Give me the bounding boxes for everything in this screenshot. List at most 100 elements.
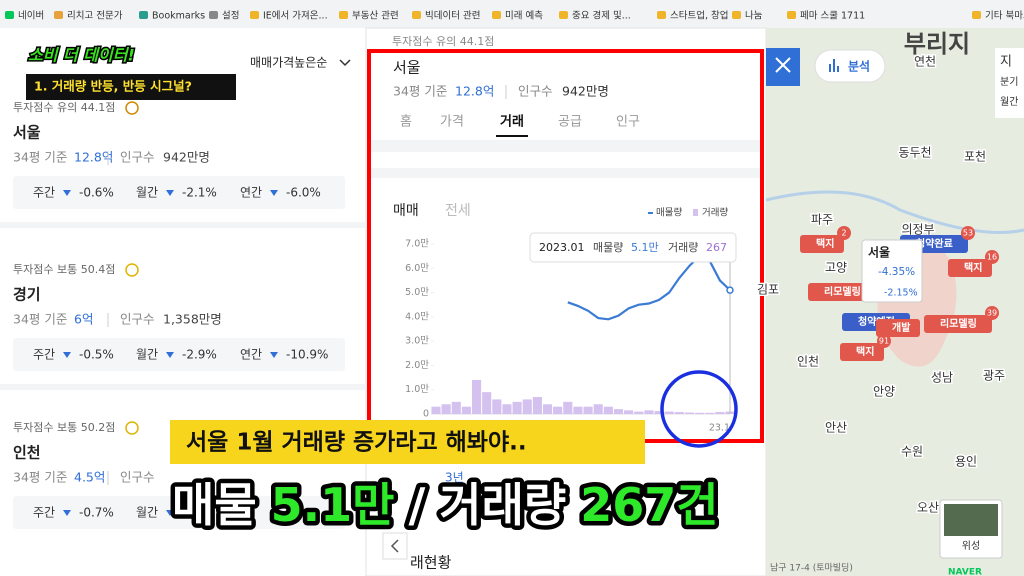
map-marker[interactable] (924, 315, 992, 333)
detail-tab[interactable]: 공급 (558, 115, 582, 130)
bookmark[interactable]: IE에서 가져온... (263, 11, 328, 22)
bar (593, 404, 603, 414)
detail-price: 12.8억 (455, 84, 494, 99)
bookmark-icon (412, 11, 421, 19)
region-population-label: 인구수 (120, 150, 155, 165)
down-arrow (270, 190, 278, 196)
bar (705, 412, 715, 414)
bar (634, 411, 644, 414)
bar (684, 412, 695, 414)
map-marker[interactable] (808, 283, 876, 301)
region-name: 인천 (13, 444, 41, 462)
y-tick-label: 1.0만 (405, 384, 429, 395)
badge (985, 306, 999, 320)
bar (573, 406, 583, 414)
bar (512, 401, 522, 414)
detail-tab[interactable]: 홈 (400, 115, 412, 130)
detail-tab[interactable]: 인구 (616, 115, 640, 130)
region-population: 942만명 (163, 150, 210, 165)
map-place: 용인 (955, 455, 977, 469)
map-marker[interactable] (840, 343, 884, 361)
bookmark[interactable]: 부동산 관련 (352, 11, 399, 22)
satellite-thumb (944, 504, 998, 536)
bookmark[interactable]: Bookmarks (152, 11, 205, 22)
detail-tab[interactable]: 거래 (500, 115, 524, 130)
map-marker-label: 택지 (816, 237, 834, 250)
y-tick-label: 7.0만 (405, 239, 429, 250)
change-box (13, 338, 345, 371)
region-name: 경기 (13, 286, 41, 304)
bookmark[interactable]: 설정 (222, 11, 239, 22)
y-tick-label: 5.0만 (405, 287, 429, 298)
region-separator (0, 384, 366, 390)
bookmark[interactable]: 나눔 (745, 11, 763, 22)
period-button[interactable]: 3년 (445, 471, 464, 485)
bookmark-icon (209, 11, 218, 19)
map-place: 오산 (917, 501, 939, 515)
region-separator (0, 222, 366, 228)
bookmark[interactable]: 기타 북마크 (985, 11, 1024, 22)
change-label: 월간 (136, 506, 158, 520)
bar (553, 406, 563, 414)
analyze-button[interactable] (814, 49, 886, 83)
map-marker[interactable] (876, 319, 920, 337)
tooltip (529, 232, 737, 263)
region-population-label: 인구수 (120, 470, 155, 485)
bar (482, 392, 492, 414)
marker-badge: 53 (963, 229, 973, 238)
bookmark[interactable]: 페마 스쿨 1711 (800, 11, 865, 22)
bookmark[interactable]: 스타트업, 창업 (670, 10, 728, 22)
map-place: 파주 (811, 213, 833, 227)
map-place: 동두천 (898, 145, 931, 160)
change-box (13, 176, 345, 209)
bookmark-bar (0, 0, 1024, 28)
bookmark-icon (657, 11, 666, 19)
sort-select[interactable]: 매매가격높은순 (250, 56, 327, 70)
y-tick-label: 4.0만 (405, 311, 429, 322)
score-face (125, 263, 139, 277)
change-label: 월간 (136, 348, 158, 362)
change-value: -6.0% (286, 186, 321, 200)
bar (603, 406, 613, 414)
map-marker-label: 택지 (964, 261, 982, 274)
bar (583, 406, 593, 414)
caption-part: / (408, 478, 425, 532)
map-marker[interactable] (948, 259, 992, 277)
map-place: 의정부 (901, 223, 934, 237)
chart-tab[interactable]: 전세 (445, 203, 471, 219)
bar (674, 412, 684, 414)
detail-basis: 34평 기준 (393, 84, 447, 99)
bookmark[interactable]: 리치고 전문가 (67, 10, 123, 22)
close-button[interactable] (766, 48, 800, 86)
change-label: 연간 (240, 186, 262, 200)
bookmark[interactable]: 네이버 (18, 11, 44, 22)
down-arrow (63, 510, 71, 516)
marker-badge: 2 (841, 229, 846, 238)
down-arrow (270, 352, 278, 358)
headline-box (26, 74, 236, 100)
change-label: 주간 (33, 506, 55, 520)
detail-tab[interactable]: 가격 (440, 115, 464, 130)
y-tick-label: 0 (423, 409, 429, 420)
region-price: 6억 (74, 312, 93, 327)
satellite-label: 위성 (962, 539, 980, 552)
change-value: -2.1% (182, 186, 217, 200)
bar (624, 410, 634, 414)
down-arrow (63, 190, 71, 196)
region-score: 투자점수 보통 50.2점 (13, 421, 115, 434)
map-place: 안양 (873, 385, 895, 399)
change-value: -2.9% (182, 348, 217, 362)
bookmark[interactable]: 빅데이터 관련 (425, 11, 480, 22)
bookmark[interactable]: 미래 예측 (505, 11, 543, 22)
chart-tab[interactable]: 매매 (393, 203, 419, 219)
down-arrow (166, 352, 174, 358)
legend-label: 거래량 (702, 207, 728, 219)
map-marker[interactable] (800, 235, 844, 253)
change-label: 연간 (240, 348, 262, 362)
highlight-circle (660, 370, 738, 448)
bookmark[interactable]: 중요 경제 및... (572, 10, 631, 22)
bookmark-icon (54, 11, 63, 19)
prev-button[interactable] (382, 532, 408, 560)
bar (664, 411, 674, 414)
